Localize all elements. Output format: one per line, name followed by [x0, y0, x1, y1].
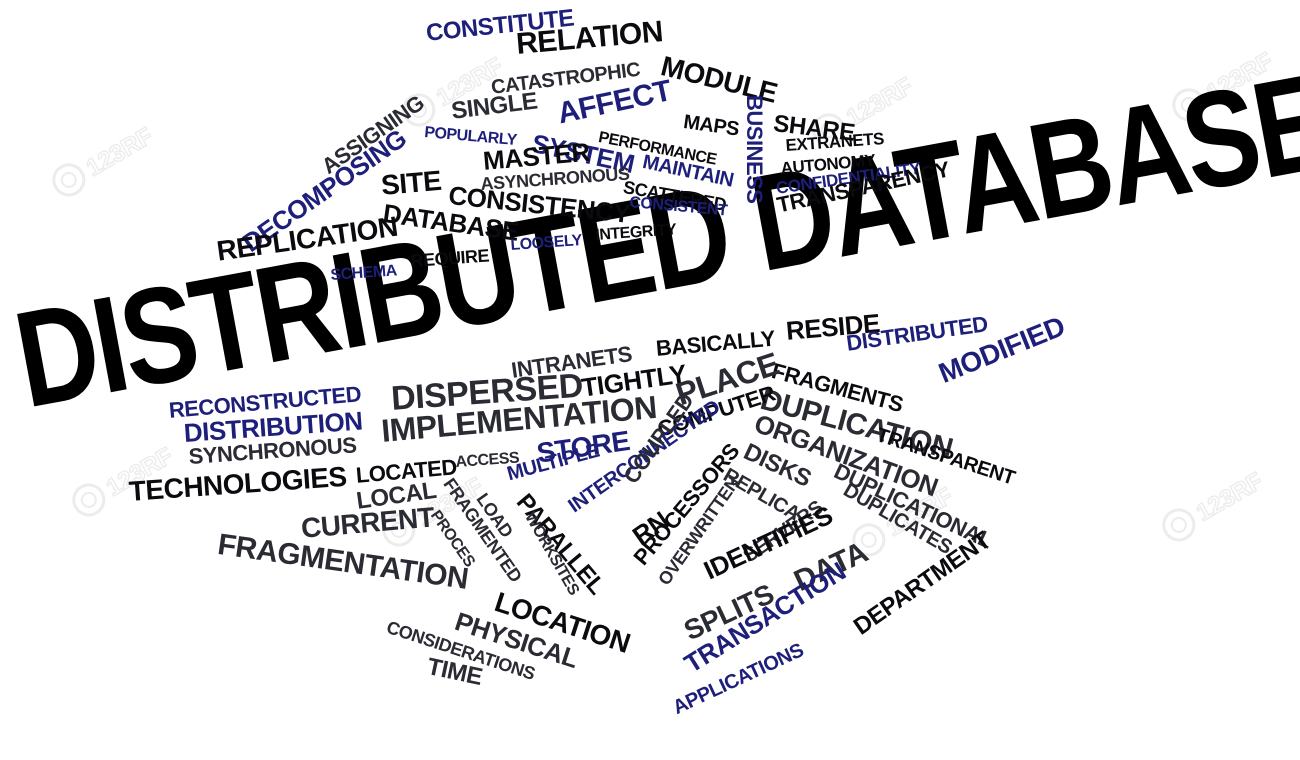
cloud-word-business: BUSINESS	[742, 95, 767, 204]
cloud-word-maps: MAPS	[682, 111, 741, 141]
watermark: 123RF	[1150, 455, 1277, 555]
watermark: 123RF	[40, 110, 167, 210]
camera-lens-icon: 123RF	[52, 122, 158, 197]
svg-text:123RF: 123RF	[82, 123, 158, 182]
camera-lens-icon: 123RF	[1162, 467, 1268, 542]
cloud-word-site: SITE	[379, 164, 443, 201]
svg-text:123RF: 123RF	[1192, 468, 1268, 527]
